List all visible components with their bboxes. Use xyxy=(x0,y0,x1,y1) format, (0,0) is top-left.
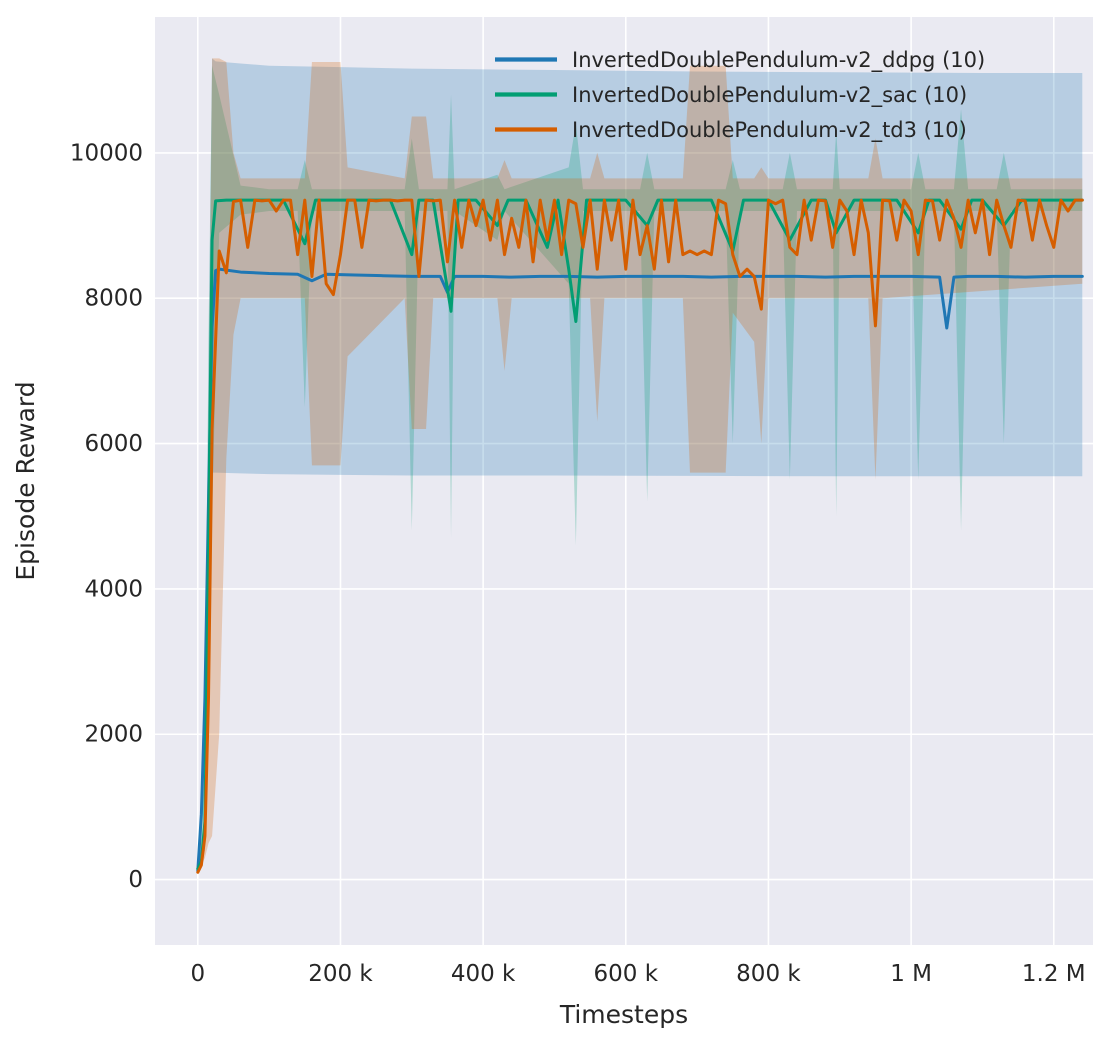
x-tick-label: 1.2 M xyxy=(1022,961,1086,987)
legend-item-sac: InvertedDoublePendulum-v2_sac (10) xyxy=(495,83,967,108)
x-tick-label: 600 k xyxy=(594,961,659,987)
x-tick-label: 800 k xyxy=(736,961,801,987)
plot-area xyxy=(155,17,1093,945)
x-tick-label: 1 M xyxy=(890,961,932,987)
legend-item-ddpg: InvertedDoublePendulum-v2_ddpg (10) xyxy=(495,48,985,73)
series-line-td3 xyxy=(196,198,1084,874)
legend-label-td3: InvertedDoublePendulum-v2_td3 (10) xyxy=(572,118,967,143)
y-tick-label: 10000 xyxy=(70,140,143,166)
legend-label-sac: InvertedDoublePendulum-v2_sac (10) xyxy=(572,83,967,108)
plot-content xyxy=(196,58,1084,874)
y-tick-label: 6000 xyxy=(84,431,143,457)
y-tick-label: 2000 xyxy=(84,722,143,748)
y-tick-label: 8000 xyxy=(84,286,143,312)
y-tick-label: 4000 xyxy=(84,576,143,602)
legend-item-td3: InvertedDoublePendulum-v2_td3 (10) xyxy=(495,118,967,143)
y-tick-label: 0 xyxy=(128,867,143,893)
series-line-ddpg xyxy=(196,267,1084,873)
y-axis-label: Episode Reward xyxy=(11,381,40,580)
x-tick-label: 400 k xyxy=(451,961,516,987)
x-tick-label: 200 k xyxy=(308,961,373,987)
x-tick-label: 0 xyxy=(190,961,205,987)
x-axis-label: Timesteps xyxy=(559,1000,688,1029)
legend-label-ddpg: InvertedDoublePendulum-v2_ddpg (10) xyxy=(572,48,985,73)
legend: InvertedDoublePendulum-v2_ddpg (10) Inver… xyxy=(495,48,985,143)
